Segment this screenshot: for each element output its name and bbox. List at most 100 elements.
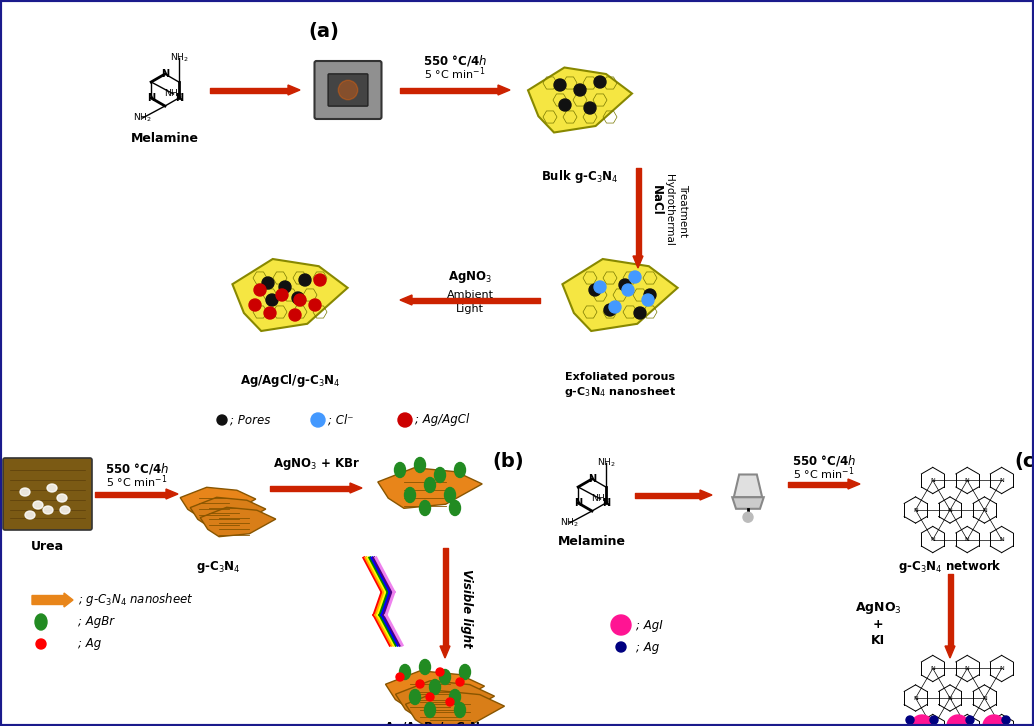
Text: Ambient: Ambient	[447, 290, 493, 300]
Circle shape	[446, 698, 454, 706]
Ellipse shape	[425, 478, 435, 492]
Circle shape	[1002, 716, 1010, 724]
Polygon shape	[498, 85, 510, 95]
Text: N: N	[161, 69, 170, 79]
Polygon shape	[633, 256, 643, 268]
Text: ; Cl⁻: ; Cl⁻	[328, 414, 354, 426]
Polygon shape	[440, 646, 450, 658]
Text: ; g-C$_3$N$_4$ nanosheet: ; g-C$_3$N$_4$ nanosheet	[78, 592, 193, 608]
Text: Urea: Urea	[30, 540, 63, 553]
Ellipse shape	[429, 680, 440, 695]
Circle shape	[947, 715, 969, 726]
Circle shape	[594, 76, 606, 88]
Circle shape	[629, 271, 641, 283]
Text: 550 °C/4$h$: 550 °C/4$h$	[423, 53, 487, 68]
Text: N: N	[913, 696, 918, 701]
Text: N: N	[931, 725, 935, 726]
Ellipse shape	[455, 703, 465, 717]
Circle shape	[398, 413, 412, 427]
Text: N: N	[931, 537, 935, 542]
Circle shape	[276, 289, 288, 301]
Circle shape	[292, 292, 304, 304]
Polygon shape	[848, 479, 860, 489]
Text: AgNO$_3$: AgNO$_3$	[855, 600, 902, 616]
Text: NH$_2$: NH$_2$	[164, 88, 183, 100]
Circle shape	[262, 277, 274, 289]
Text: 5 °C min$^{-1}$: 5 °C min$^{-1}$	[793, 465, 855, 482]
Circle shape	[426, 693, 434, 701]
Text: N: N	[588, 474, 596, 484]
Circle shape	[436, 668, 444, 676]
Circle shape	[966, 716, 974, 724]
Circle shape	[906, 716, 914, 724]
Circle shape	[594, 281, 606, 293]
Ellipse shape	[35, 614, 47, 630]
Text: Treatment: Treatment	[678, 184, 688, 237]
Text: N: N	[999, 537, 1004, 542]
Circle shape	[266, 294, 278, 306]
Text: g-C$_3$N$_4$: g-C$_3$N$_4$	[195, 559, 240, 575]
Circle shape	[396, 673, 404, 681]
Text: (a): (a)	[308, 22, 339, 41]
Text: ; Ag: ; Ag	[78, 637, 101, 650]
Polygon shape	[233, 259, 347, 331]
Circle shape	[294, 294, 306, 306]
Text: ; Ag/AgCl: ; Ag/AgCl	[415, 414, 469, 426]
Text: N: N	[931, 666, 935, 671]
Circle shape	[983, 715, 1005, 726]
Text: N: N	[999, 725, 1004, 726]
Ellipse shape	[455, 462, 465, 478]
Text: N: N	[602, 498, 610, 508]
Text: N: N	[175, 93, 183, 103]
Text: Ag/AgCl/g-C$_3$N$_4$: Ag/AgCl/g-C$_3$N$_4$	[240, 372, 340, 389]
Text: 5 °C min$^{-1}$: 5 °C min$^{-1}$	[107, 473, 168, 490]
Text: Ag/AgI/g-C$_3$N$_4$: Ag/AgI/g-C$_3$N$_4$	[904, 724, 996, 726]
Text: Hydrothermal: Hydrothermal	[664, 174, 674, 246]
Text: Ag/AgBr/g-C$_3$N$_4$: Ag/AgBr/g-C$_3$N$_4$	[384, 720, 486, 726]
Circle shape	[616, 642, 626, 652]
Circle shape	[264, 307, 276, 319]
Circle shape	[609, 301, 621, 313]
Text: +: +	[873, 618, 883, 630]
Ellipse shape	[395, 462, 405, 478]
FancyBboxPatch shape	[328, 74, 368, 106]
Circle shape	[288, 309, 301, 321]
Polygon shape	[190, 497, 266, 526]
Text: N: N	[147, 93, 155, 103]
Circle shape	[584, 102, 596, 114]
Ellipse shape	[434, 468, 446, 483]
Ellipse shape	[57, 494, 67, 502]
Circle shape	[456, 678, 464, 686]
Circle shape	[604, 304, 616, 316]
Circle shape	[589, 284, 601, 296]
Polygon shape	[288, 85, 300, 95]
Circle shape	[619, 279, 631, 291]
Text: N: N	[931, 478, 935, 483]
Ellipse shape	[445, 487, 456, 502]
Circle shape	[254, 284, 266, 296]
Ellipse shape	[404, 487, 416, 502]
Ellipse shape	[399, 664, 410, 680]
Text: (c): (c)	[1014, 452, 1034, 471]
Text: NH$_2$: NH$_2$	[560, 517, 579, 529]
Text: KI: KI	[871, 634, 885, 646]
Text: NH$_2$: NH$_2$	[591, 493, 610, 505]
Ellipse shape	[450, 500, 460, 515]
Ellipse shape	[47, 484, 57, 492]
Polygon shape	[734, 475, 762, 497]
FancyBboxPatch shape	[314, 61, 382, 119]
Text: NH$_2$: NH$_2$	[170, 52, 188, 64]
FancyArrow shape	[32, 593, 73, 607]
Circle shape	[559, 99, 571, 111]
Text: Bulk g-C$_3$N$_4$: Bulk g-C$_3$N$_4$	[541, 168, 618, 185]
Text: 550 °C/4$h$: 550 °C/4$h$	[104, 461, 170, 476]
Text: 550 °C/4$h$: 550 °C/4$h$	[792, 453, 856, 468]
Text: N: N	[965, 666, 970, 671]
Circle shape	[644, 289, 656, 301]
Circle shape	[930, 716, 938, 724]
Circle shape	[634, 307, 646, 319]
Text: N: N	[913, 507, 918, 513]
Polygon shape	[180, 487, 255, 517]
Text: NH$_2$: NH$_2$	[133, 112, 152, 124]
Ellipse shape	[409, 690, 421, 704]
